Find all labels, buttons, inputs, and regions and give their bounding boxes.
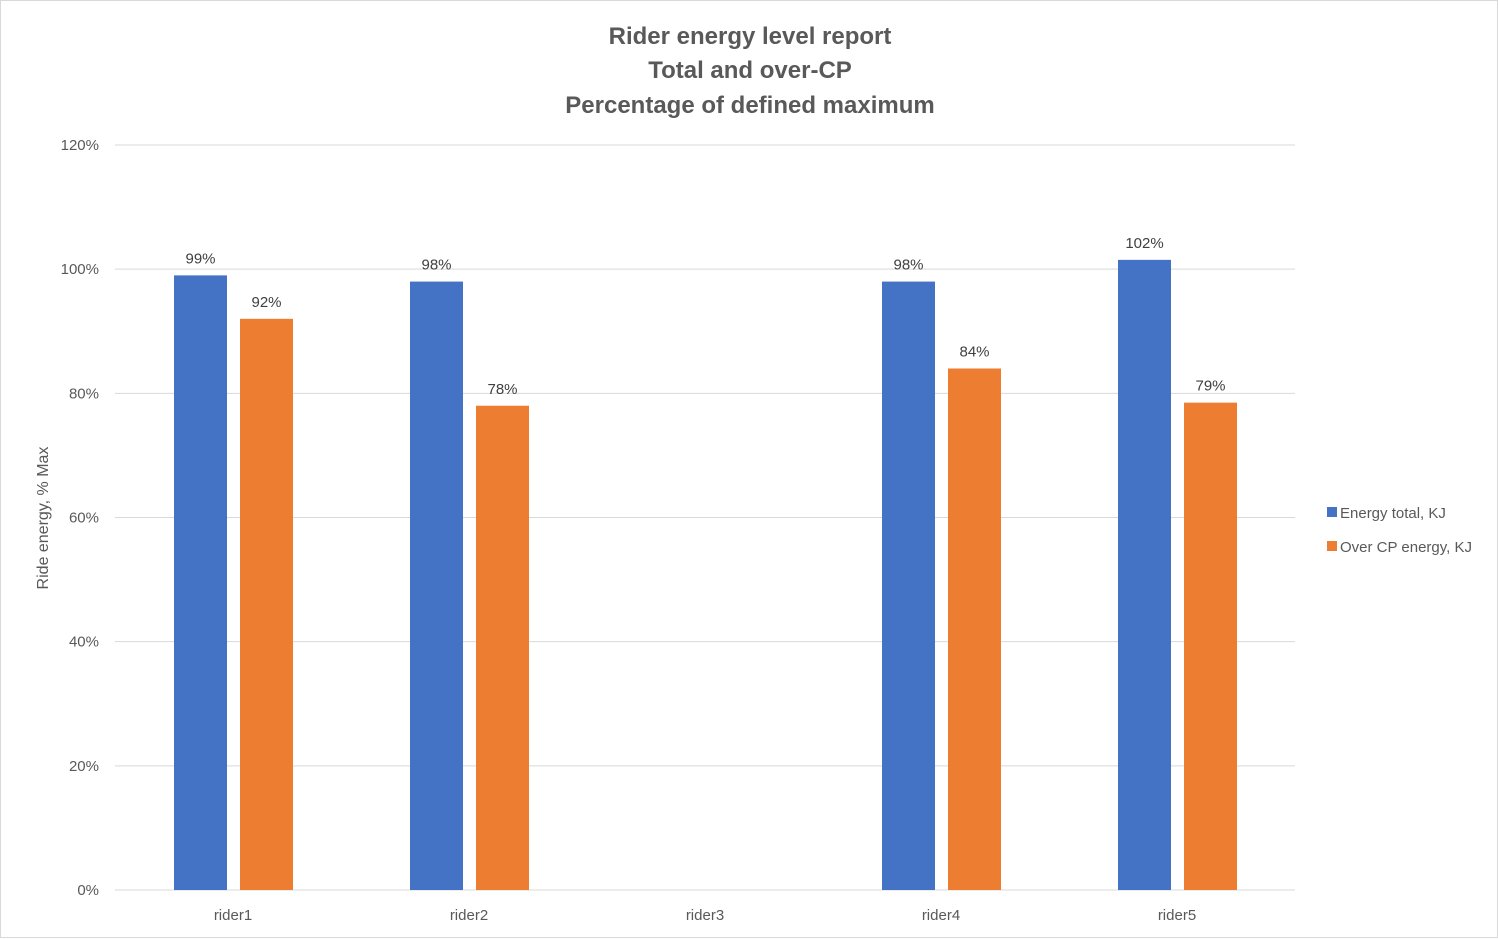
legend-label-series2: Over CP energy, KJ bbox=[1340, 539, 1472, 556]
legend-swatch-series1 bbox=[1327, 507, 1337, 517]
y-axis-ticks: 0% 20% 40% 60% 80% 100% 120% bbox=[61, 137, 99, 899]
bars bbox=[174, 259, 1237, 891]
y-axis-title: Ride energy, % Max bbox=[35, 447, 52, 590]
chart-title: Rider energy level report Total and over… bbox=[565, 23, 934, 119]
y-tick-label-5: 100% bbox=[61, 261, 99, 278]
legend: Energy total, KJ Over CP energy, KJ bbox=[1327, 505, 1472, 556]
chart-title-line-1: Rider energy level report bbox=[609, 23, 892, 50]
data-label-series1-rider4: 98% bbox=[893, 257, 923, 274]
bar-series2-rider2 bbox=[476, 405, 529, 890]
data-label-series2-rider1: 92% bbox=[251, 294, 281, 311]
x-axis-ticks: rider1 rider2 rider3 rider4 rider5 bbox=[214, 907, 1196, 924]
bar-series2-rider4 bbox=[948, 368, 1001, 890]
bar-series1-rider2 bbox=[410, 281, 463, 890]
y-tick-label-6: 120% bbox=[61, 137, 99, 154]
gridlines bbox=[115, 144, 1295, 891]
y-tick-label-4: 80% bbox=[69, 385, 99, 402]
legend-swatch-series2 bbox=[1327, 541, 1337, 551]
bar-series1-rider4 bbox=[882, 281, 935, 890]
legend-label-series1: Energy total, KJ bbox=[1340, 505, 1446, 522]
data-label-series2-rider4: 84% bbox=[959, 344, 989, 361]
x-tick-label-rider5: rider5 bbox=[1158, 907, 1196, 924]
x-tick-label-rider4: rider4 bbox=[922, 907, 960, 924]
x-tick-label-rider1: rider1 bbox=[214, 907, 252, 924]
y-tick-label-1: 20% bbox=[69, 758, 99, 775]
bar-series2-rider1 bbox=[240, 318, 293, 890]
data-label-series1-rider5: 102% bbox=[1125, 235, 1163, 252]
y-tick-label-0: 0% bbox=[77, 882, 99, 899]
bar-series1-rider5 bbox=[1118, 259, 1171, 891]
x-tick-label-rider3: rider3 bbox=[686, 907, 724, 924]
data-label-series1-rider2: 98% bbox=[421, 257, 451, 274]
chart-title-line-2: Total and over-CP bbox=[648, 57, 852, 84]
data-label-series1-rider1: 99% bbox=[185, 250, 215, 267]
data-labels: 99% 92% 98% 78% 98% 84% 102% 79% bbox=[185, 235, 1225, 398]
y-tick-label-2: 40% bbox=[69, 634, 99, 651]
y-tick-label-3: 60% bbox=[69, 510, 99, 527]
data-label-series2-rider5: 79% bbox=[1195, 378, 1225, 395]
bar-series1-rider1 bbox=[174, 275, 227, 890]
bar-series2-rider5 bbox=[1184, 402, 1237, 890]
x-tick-label-rider2: rider2 bbox=[450, 907, 488, 924]
data-label-series2-rider2: 78% bbox=[487, 381, 517, 398]
chart-title-line-3: Percentage of defined maximum bbox=[565, 92, 934, 119]
